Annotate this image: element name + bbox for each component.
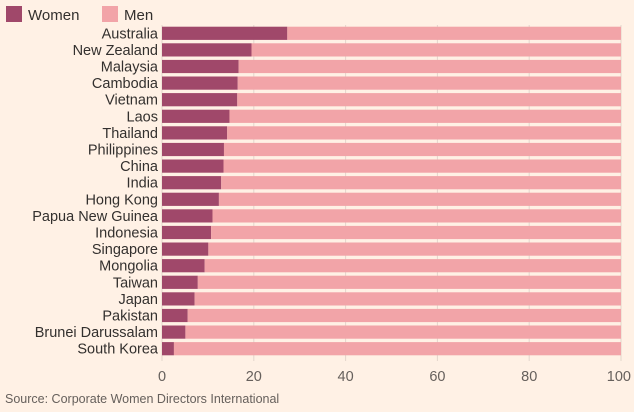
bar-men-new-zealand: [251, 43, 621, 57]
category-label: Hong Kong: [85, 192, 158, 208]
bar-women-mongolia: [162, 259, 205, 273]
legend: Women Men: [6, 6, 153, 24]
legend-label-women: Women: [28, 7, 79, 24]
bar-men-vietnam: [237, 93, 621, 107]
bar-women-laos: [162, 109, 230, 123]
category-label: Laos: [127, 109, 158, 125]
x-tick-label: 20: [246, 369, 262, 385]
bar-women-cambodia: [162, 76, 238, 90]
category-label: India: [127, 176, 159, 192]
bar-women-indonesia: [162, 225, 212, 240]
bar-women-taiwan: [162, 275, 198, 289]
category-label: Papua New Guinea: [32, 209, 159, 225]
bar-men-australia: [287, 26, 621, 40]
x-tick-label: 60: [429, 369, 445, 385]
bar-women-philippines: [162, 142, 224, 157]
category-label: New Zealand: [73, 43, 158, 59]
bar-men-cambodia: [237, 76, 622, 90]
bar-men-laos: [229, 109, 621, 123]
bar-women-japan: [162, 292, 195, 306]
bars: [162, 26, 622, 356]
legend-swatch-men: [102, 6, 118, 22]
bar-women-thailand: [162, 126, 228, 140]
bar-women-singapore: [162, 242, 209, 256]
bar-women-hong-kong: [162, 192, 219, 206]
category-label: Brunei Darussalam: [35, 325, 158, 341]
category-label: Indonesia: [95, 226, 159, 242]
bar-men-hong-kong: [218, 192, 621, 206]
bar-women-brunei-darussalam: [162, 325, 186, 339]
x-tick-label: 40: [338, 369, 354, 385]
category-label: Pakistan: [102, 309, 158, 325]
bar-men-taiwan: [197, 275, 621, 289]
bar-men-china: [223, 159, 622, 173]
x-axis-ticks: 0 20 40 60 80 100: [158, 369, 631, 385]
bar-men-pakistan: [187, 308, 622, 323]
bar-women-south-korea: [162, 342, 174, 356]
bar-men-mongolia: [204, 259, 621, 273]
bar-men-philippines: [223, 142, 621, 157]
bar-women-papua-new-guinea: [162, 209, 213, 223]
bar-women-pakistan: [162, 308, 188, 323]
source-note: Source: Corporate Women Directors Intern…: [5, 392, 279, 406]
category-label: Malaysia: [101, 60, 159, 76]
category-label: Australia: [102, 26, 159, 42]
x-tick-label: 80: [521, 369, 537, 385]
bar-men-indonesia: [211, 225, 621, 240]
x-tick-label: 0: [158, 369, 166, 385]
category-label: Taiwan: [113, 275, 158, 291]
category-label: Japan: [118, 292, 158, 308]
bar-women-australia: [162, 26, 288, 40]
bar-men-malaysia: [238, 59, 621, 74]
category-label: Philippines: [88, 143, 158, 159]
category-label: Singapore: [92, 242, 158, 258]
bar-women-new-zealand: [162, 43, 252, 57]
bar-men-papua-new-guinea: [212, 209, 622, 223]
legend-swatch-women: [6, 6, 22, 22]
bar-men-south-korea: [173, 342, 621, 356]
category-label: Thailand: [102, 126, 158, 142]
bar-men-thailand: [227, 126, 622, 140]
category-label: Vietnam: [105, 93, 158, 109]
x-tick-label: 100: [607, 369, 631, 385]
legend-label-men: Men: [124, 7, 153, 24]
bar-men-india: [221, 176, 621, 190]
category-label: Cambodia: [92, 76, 159, 92]
category-label: Mongolia: [99, 259, 159, 275]
bar-men-singapore: [208, 242, 621, 256]
bar-men-japan: [194, 292, 622, 306]
bar-men-brunei-darussalam: [185, 325, 621, 339]
category-label: South Korea: [77, 342, 159, 358]
category-label: China: [120, 159, 159, 175]
bar-women-vietnam: [162, 93, 238, 107]
bar-women-india: [162, 176, 222, 190]
bar-women-china: [162, 159, 224, 173]
bar-women-malaysia: [162, 59, 239, 74]
